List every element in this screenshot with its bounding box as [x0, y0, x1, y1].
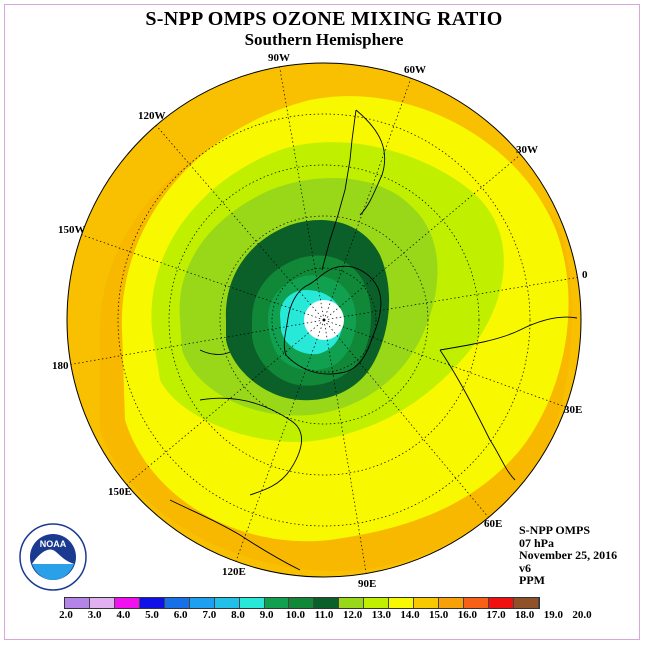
longitude-label: 0 — [582, 269, 588, 281]
colorbar-tick-label: 20.0 — [572, 609, 592, 621]
colorbar-tick-label: 6.0 — [173, 609, 188, 621]
longitude-label: 90W — [268, 52, 290, 64]
colorbar-swatch — [89, 598, 115, 608]
meridian-line — [323, 277, 578, 321]
colorbar-tick-label: 4.0 — [116, 609, 131, 621]
noaa-logo: NOAA — [19, 523, 87, 591]
colorbar-swatch — [414, 598, 440, 608]
longitude-label: 120E — [222, 566, 246, 578]
colorbar-swatch — [364, 598, 390, 608]
colorbar-tick-label: 3.0 — [87, 609, 102, 621]
longitude-label: 120W — [138, 110, 166, 122]
meridian-line — [155, 125, 325, 321]
colorbar-tick-label: 9.0 — [259, 609, 274, 621]
colorbar-tick-label: 10.0 — [285, 609, 305, 621]
longitude-label: 60E — [484, 518, 503, 530]
info-version: v6 — [519, 560, 531, 575]
colorbar-swatch — [488, 598, 514, 608]
longitude-label: 180 — [52, 360, 69, 372]
page-subtitle: Southern Hemisphere — [244, 30, 404, 49]
colorbar-tick-label: 14.0 — [400, 609, 420, 621]
colorbar-tick-label: 11.0 — [314, 609, 334, 621]
colorbar-tick-label: 8.0 — [231, 609, 245, 621]
colorbar-tick-label: 16.0 — [457, 609, 477, 621]
longitude-label: 60W — [404, 64, 426, 76]
colorbar-swatch — [189, 598, 215, 608]
longitude-label: 90E — [358, 578, 377, 590]
colorbar-swatch — [439, 598, 464, 608]
info-date: November 25, 2016 — [519, 548, 618, 562]
colorbar-swatch — [389, 598, 415, 608]
info-instrument: S-NPP OMPS — [519, 523, 590, 537]
meridian-line — [323, 78, 412, 321]
colorbar-swatch — [114, 598, 140, 608]
colorbar-swatch — [289, 598, 315, 608]
colorbar-tick-label: 5.0 — [145, 609, 159, 621]
colorbar-tick-label: 7.0 — [202, 609, 217, 621]
colorbar-tick-label: 15.0 — [429, 609, 449, 621]
meridian-line — [323, 319, 489, 518]
longitude-label: 30E — [564, 404, 583, 416]
info-block: S-NPP OMPS 07 hPa November 25, 2016 v6 P… — [519, 524, 617, 587]
longitude-label: 150W — [58, 224, 86, 236]
colorbar-swatch — [513, 598, 539, 608]
info-level: 07 hPa — [519, 535, 555, 550]
colorbar-swatch — [139, 598, 165, 608]
colorbar-tick-label: 13.0 — [371, 609, 391, 621]
colorbar-swatch — [164, 598, 190, 608]
colorbar-swatch — [65, 598, 90, 608]
meridian-line — [81, 234, 325, 321]
colorbar-tick-label: 2.0 — [59, 609, 73, 621]
colorbar-swatch — [339, 598, 365, 608]
colorbar-swatch — [464, 598, 489, 608]
colorbar-ticks: 2.0 3.0 4.0 5.0 6.0 7.0 8.0 9.0 10.0 11.0 12.0 13.0… — [0, 609, 648, 623]
logo-lettering: NOAA — [40, 539, 67, 549]
colorbar-swatch — [239, 598, 265, 608]
meridian-line — [126, 319, 325, 485]
meridian-line — [323, 154, 521, 321]
colorbar-swatch — [314, 598, 340, 608]
page-title: S-NPP OMPS OZONE MIXING RATIO — [145, 8, 503, 30]
colorbar-tick-label: 12.0 — [343, 609, 363, 621]
colorbar-tick-label: 18.0 — [515, 609, 535, 621]
colorbar-swatch — [264, 598, 290, 608]
meridian-line — [70, 319, 325, 365]
meridian-line — [323, 319, 367, 574]
colorbar-swatch — [214, 598, 240, 608]
plot-frame — [4, 4, 640, 640]
meridian-line — [235, 319, 325, 562]
colorbar-tick-label: 19.0 — [543, 609, 563, 621]
meridian-line — [279, 66, 325, 321]
longitude-label: 150E — [108, 486, 132, 498]
colorbar — [64, 597, 540, 609]
longitude-label: 30W — [516, 144, 538, 156]
meridian-line — [323, 319, 566, 408]
info-unit: PPM — [519, 573, 545, 587]
colorbar-tick-label: 17.0 — [486, 609, 506, 621]
